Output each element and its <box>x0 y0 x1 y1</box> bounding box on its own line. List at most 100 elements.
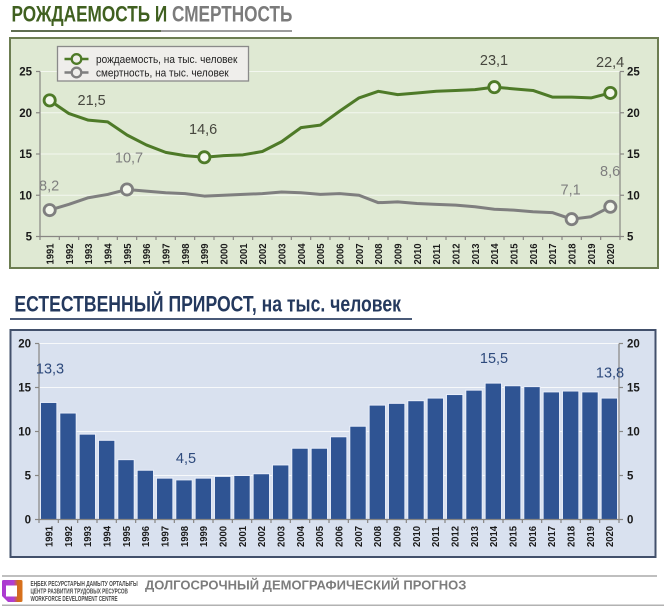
svg-text:2001: 2001 <box>238 243 250 264</box>
svg-text:2002: 2002 <box>258 243 270 264</box>
svg-text:2007: 2007 <box>353 526 365 547</box>
svg-text:10: 10 <box>18 427 31 439</box>
svg-text:ЦЕНТР РАЗВИТИЯ ТРУДОВЫХ РЕСУРС: ЦЕНТР РАЗВИТИЯ ТРУДОВЫХ РЕСУРСОВ <box>31 589 129 596</box>
svg-text:1992: 1992 <box>63 526 75 547</box>
svg-text:2004: 2004 <box>296 243 308 264</box>
svg-text:20: 20 <box>19 108 32 120</box>
svg-text:10: 10 <box>19 190 32 202</box>
svg-text:15: 15 <box>18 383 31 395</box>
svg-text:7,1: 7,1 <box>561 183 581 199</box>
svg-text:14,6: 14,6 <box>189 122 217 138</box>
svg-text:ЕСТЕСТВЕННЫЙ ПРИРОСТ, на тыс.: ЕСТЕСТВЕННЫЙ ПРИРОСТ, на тыс. человек <box>14 290 401 317</box>
svg-text:2005: 2005 <box>315 526 327 547</box>
svg-text:2006: 2006 <box>335 243 347 264</box>
svg-text:22,4: 22,4 <box>596 55 624 71</box>
svg-text:2008: 2008 <box>374 243 386 264</box>
svg-text:2017: 2017 <box>547 526 559 547</box>
svg-text:20: 20 <box>18 339 31 351</box>
svg-text:1994: 1994 <box>103 243 115 264</box>
svg-text:25: 25 <box>19 67 32 79</box>
svg-text:2011: 2011 <box>431 526 443 547</box>
svg-text:2014: 2014 <box>490 243 502 264</box>
svg-text:2001: 2001 <box>237 526 249 547</box>
svg-text:2004: 2004 <box>295 526 307 547</box>
svg-text:13,8: 13,8 <box>596 366 624 382</box>
svg-text:1992: 1992 <box>64 243 76 264</box>
svg-text:10,7: 10,7 <box>115 151 143 167</box>
svg-text:1997: 1997 <box>160 526 172 547</box>
svg-text:2014: 2014 <box>489 526 501 547</box>
svg-text:2010: 2010 <box>411 526 423 547</box>
svg-text:15,5: 15,5 <box>480 351 508 367</box>
svg-text:1996: 1996 <box>141 526 153 547</box>
svg-text:5: 5 <box>627 471 634 483</box>
svg-text:рождаемость, на тыс. человек: рождаемость, на тыс. человек <box>96 54 238 67</box>
svg-text:1995: 1995 <box>122 243 134 264</box>
svg-text:25: 25 <box>627 67 640 79</box>
svg-text:13,3: 13,3 <box>36 362 64 378</box>
svg-text:2016: 2016 <box>528 243 540 264</box>
svg-text:ДОЛГОСРОЧНЫЙ ДЕМОГРАФИЧЕСКИЙ П: ДОЛГОСРОЧНЫЙ ДЕМОГРАФИЧЕСКИЙ ПРОГНОЗ <box>145 578 466 593</box>
svg-text:4,5: 4,5 <box>176 451 196 467</box>
svg-text:2015: 2015 <box>508 526 520 547</box>
svg-text:смертность, на тыс. человек: смертность, на тыс. человек <box>96 67 229 80</box>
svg-text:1993: 1993 <box>84 243 96 264</box>
svg-text:2012: 2012 <box>450 526 462 547</box>
svg-text:2000: 2000 <box>218 526 230 547</box>
svg-text:2013: 2013 <box>469 526 481 547</box>
svg-text:10: 10 <box>627 190 640 202</box>
svg-text:2008: 2008 <box>373 526 385 547</box>
svg-text:20: 20 <box>627 339 640 351</box>
svg-text:2018: 2018 <box>567 243 579 264</box>
svg-text:2020: 2020 <box>606 243 618 264</box>
svg-text:1996: 1996 <box>142 243 154 264</box>
svg-text:2018: 2018 <box>566 526 578 547</box>
svg-text:1994: 1994 <box>102 526 114 547</box>
svg-text:2003: 2003 <box>277 243 289 264</box>
svg-text:1999: 1999 <box>199 526 211 547</box>
svg-text:WORKFORCE DEVELOPMENT CENTRE: WORKFORCE DEVELOPMENT CENTRE <box>31 596 118 603</box>
svg-text:5: 5 <box>25 471 32 483</box>
svg-text:2000: 2000 <box>219 243 231 264</box>
svg-text:1993: 1993 <box>83 526 95 547</box>
svg-text:2020: 2020 <box>605 526 617 547</box>
svg-text:5: 5 <box>627 232 634 244</box>
svg-text:2013: 2013 <box>470 243 482 264</box>
svg-text:2019: 2019 <box>585 526 597 547</box>
svg-text:20: 20 <box>627 108 640 120</box>
svg-text:1991: 1991 <box>44 526 56 547</box>
svg-text:2005: 2005 <box>316 243 328 264</box>
svg-text:2010: 2010 <box>412 243 424 264</box>
svg-text:2009: 2009 <box>393 243 405 264</box>
svg-text:2017: 2017 <box>548 243 560 264</box>
svg-text:8,6: 8,6 <box>600 164 620 180</box>
svg-text:1995: 1995 <box>121 526 133 547</box>
svg-text:8,2: 8,2 <box>39 179 59 195</box>
svg-text:10: 10 <box>627 427 640 439</box>
svg-text:15: 15 <box>627 383 640 395</box>
svg-text:1997: 1997 <box>161 243 173 264</box>
svg-text:1991: 1991 <box>45 243 57 264</box>
svg-text:2011: 2011 <box>432 244 444 265</box>
svg-text:1998: 1998 <box>180 243 192 264</box>
svg-text:1999: 1999 <box>200 243 212 264</box>
svg-text:0: 0 <box>25 515 31 527</box>
svg-text:ЕҢБЕК РЕСУРСТАРЫН ДАМЫТУ ОРТАЛ: ЕҢБЕК РЕСУРСТАРЫН ДАМЫТУ ОРТАЛЫҒЫ <box>31 580 138 588</box>
svg-text:2012: 2012 <box>451 243 463 264</box>
svg-text:РОЖДАЕМОСТЬ И СМЕРТНОСТЬ: РОЖДАЕМОСТЬ И СМЕРТНОСТЬ <box>12 3 293 28</box>
svg-text:2009: 2009 <box>392 526 404 547</box>
svg-text:15: 15 <box>627 149 640 161</box>
svg-text:2007: 2007 <box>354 243 366 264</box>
svg-text:2006: 2006 <box>334 526 346 547</box>
svg-text:2016: 2016 <box>527 526 539 547</box>
svg-text:2015: 2015 <box>509 243 521 264</box>
svg-text:23,1: 23,1 <box>480 53 508 69</box>
svg-text:2019: 2019 <box>586 243 598 264</box>
svg-text:15: 15 <box>19 149 32 161</box>
svg-text:1998: 1998 <box>179 526 191 547</box>
svg-text:21,5: 21,5 <box>78 93 106 109</box>
svg-text:5: 5 <box>26 232 33 244</box>
svg-text:2002: 2002 <box>257 526 269 547</box>
svg-text:2003: 2003 <box>276 526 288 547</box>
svg-text:0: 0 <box>627 515 633 527</box>
